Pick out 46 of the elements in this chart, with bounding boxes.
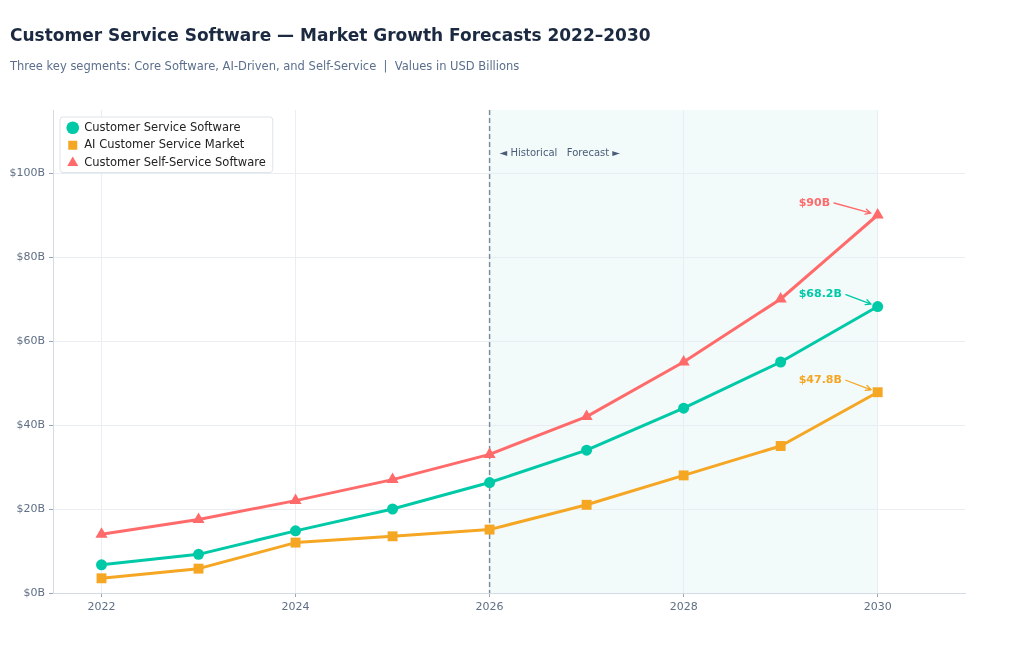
data-label: $68.2B — [798, 287, 842, 301]
legend-label: Customer Self-Service Software — [84, 154, 266, 169]
point — [484, 477, 496, 489]
point — [484, 524, 495, 535]
point — [774, 292, 787, 303]
x-tick-label: 2030 — [863, 600, 892, 614]
legend-label: Customer Service Software — [84, 119, 241, 134]
y-tick-label: $40B — [16, 417, 45, 431]
point — [290, 537, 301, 548]
point — [193, 548, 205, 560]
y-tick-label: $20B — [16, 501, 45, 515]
x-tick-label: 2028 — [669, 600, 698, 614]
point — [483, 447, 496, 458]
point — [96, 559, 108, 571]
point — [96, 573, 107, 584]
x-tick-label: 2024 — [281, 600, 310, 614]
point — [678, 470, 689, 481]
point — [775, 356, 787, 368]
point — [192, 512, 205, 523]
legend-label: AI Customer Service Market — [84, 137, 245, 152]
chart-subtitle: Three key segments: Core Software, AI-Driven, and Self-Service | Values in USD Billions — [10, 59, 520, 73]
point — [581, 499, 592, 510]
data-label: $90B — [798, 195, 831, 209]
y-tick-label: $80B — [16, 249, 45, 263]
point — [387, 531, 398, 542]
point — [387, 503, 399, 515]
point — [290, 525, 302, 537]
point — [775, 441, 786, 451]
point — [872, 387, 883, 398]
y-tick-label: $0B — [23, 585, 45, 599]
point — [677, 355, 690, 366]
x-tick-label: 2022 — [87, 600, 116, 614]
chart-title: Customer Service Software — Market Growth Forecasts 2022–2030 — [10, 25, 651, 45]
point — [289, 493, 302, 505]
ref-line-label: ◄ Historical Forecast ► — [499, 146, 621, 158]
point — [581, 444, 593, 456]
x-tick-label: 2026 — [475, 600, 504, 614]
point — [386, 472, 399, 484]
y-tick-label: $60B — [16, 333, 45, 347]
point — [872, 301, 884, 313]
point — [193, 563, 204, 574]
data-label: $47.8B — [798, 373, 842, 387]
point — [678, 402, 690, 414]
point — [95, 527, 108, 538]
y-tick-label: $100B — [9, 165, 45, 179]
point — [871, 208, 884, 219]
